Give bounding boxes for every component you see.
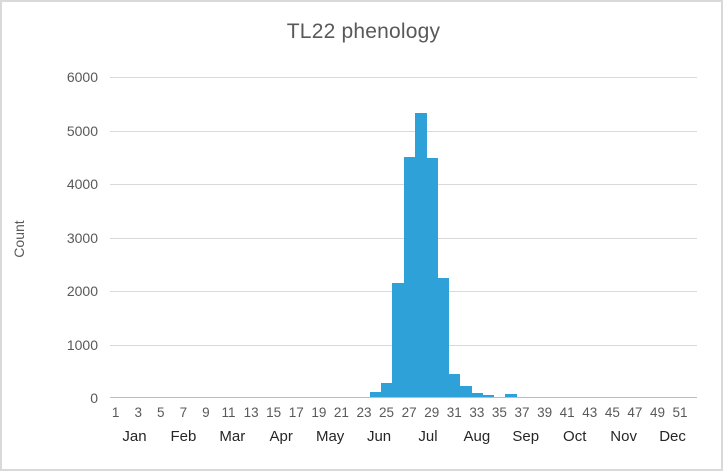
week-tick-label-5: 5: [157, 405, 165, 420]
week-tick-label-17: 17: [288, 405, 304, 420]
bar-week-25[interactable]: [380, 382, 393, 397]
x-axis-line: [110, 397, 697, 398]
y-tick-label-4000: 4000: [66, 176, 98, 192]
month-label-oct: Oct: [563, 428, 587, 445]
chart-title[interactable]: TL22 phenology: [286, 20, 441, 43]
month-label-jul: Jul: [418, 428, 438, 445]
bar-week-24[interactable]: [369, 392, 382, 397]
bar-week-36[interactable]: [505, 393, 517, 397]
week-tick-label-1: 1: [111, 405, 120, 420]
week-tick-label-23: 23: [356, 405, 372, 420]
y-tick-label-0: 0: [90, 390, 98, 406]
y-tick-label-6000: 6000: [66, 69, 98, 85]
month-label-apr: Apr: [269, 428, 293, 445]
week-tick-label-3: 3: [134, 405, 142, 420]
bar-week-32[interactable]: [459, 386, 472, 397]
week-tick-label-7: 7: [179, 405, 188, 420]
week-tick-label-9: 9: [202, 405, 210, 420]
month-label-nov: Nov: [610, 428, 637, 445]
week-tick-label-27: 27: [401, 405, 417, 420]
week-tick-label-47: 47: [627, 405, 643, 420]
week-tick-label-11: 11: [221, 405, 236, 420]
month-label-may: May: [315, 428, 345, 445]
bar-week-33[interactable]: [471, 393, 483, 397]
week-tick-label-43: 43: [582, 405, 598, 420]
month-label-jun: Jun: [366, 428, 392, 445]
bar-week-30[interactable]: [437, 277, 450, 397]
y-tick-label-1000: 1000: [66, 336, 98, 353]
plot-area: [110, 77, 697, 398]
month-label-aug: Aug: [463, 428, 491, 445]
week-tick-label-41: 41: [559, 405, 575, 420]
week-tick-label-33: 33: [469, 405, 485, 420]
week-tick-label-21: 21: [333, 405, 349, 420]
bar-week-27[interactable]: [403, 157, 416, 397]
month-label-jan: Jan: [122, 428, 147, 445]
y-tick-label-3000: 3000: [66, 229, 98, 246]
week-tick-label-13: 13: [243, 405, 259, 420]
week-tick-label-19: 19: [311, 405, 327, 420]
y-tick-label-5000: 5000: [66, 122, 98, 139]
y-tick-label-2000: 2000: [66, 283, 98, 299]
month-label-dec: Dec: [659, 428, 686, 445]
bar-week-29[interactable]: [426, 158, 438, 397]
week-tick-label-51: 51: [672, 405, 688, 420]
week-tick-label-35: 35: [491, 405, 507, 420]
week-tick-label-49: 49: [649, 405, 665, 420]
month-label-mar: Mar: [219, 428, 246, 445]
bar-week-31[interactable]: [448, 374, 461, 397]
week-tick-label-29: 29: [424, 405, 440, 420]
gridline-5000: [110, 130, 697, 132]
week-tick-label-37: 37: [514, 405, 530, 420]
week-tick-label-39: 39: [537, 405, 553, 420]
bar-week-26[interactable]: [392, 283, 404, 397]
month-label-feb: Feb: [170, 428, 197, 445]
week-tick-label-31: 31: [446, 405, 462, 420]
bar-week-34[interactable]: [482, 395, 495, 397]
week-tick-label-45: 45: [604, 405, 620, 420]
month-label-sep: Sep: [512, 428, 540, 445]
week-tick-label-25: 25: [379, 405, 395, 420]
gridline-6000: [110, 77, 697, 78]
week-tick-label-15: 15: [266, 405, 282, 420]
bar-week-28[interactable]: [414, 113, 427, 397]
